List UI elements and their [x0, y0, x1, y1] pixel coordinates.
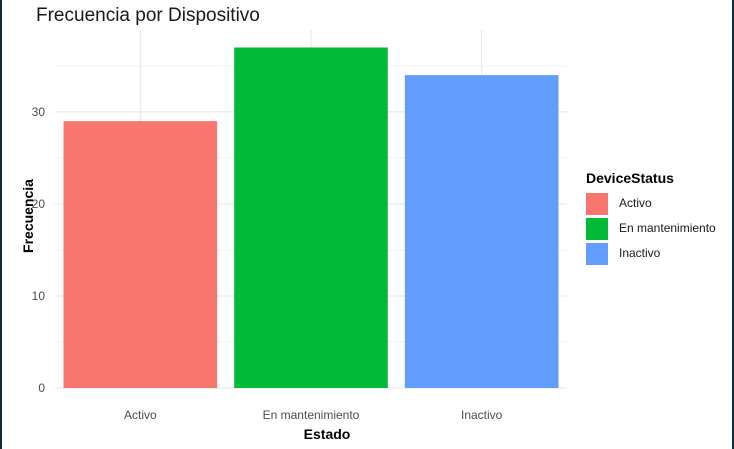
legend-swatch-activo: [586, 193, 608, 215]
x-tick-label: Inactivo: [461, 408, 503, 422]
y-tick-label: 0: [38, 381, 45, 395]
y-tick-label: 30: [32, 105, 46, 119]
bar-inactivo: [404, 75, 559, 388]
bar-activo: [63, 121, 218, 389]
legend-label-en-mantenimiento: En mantenimiento: [619, 221, 716, 235]
legend-label-inactivo: Inactivo: [619, 246, 661, 260]
x-tick-label: En mantenimiento: [263, 408, 360, 422]
legend-swatch-inactivo: [586, 243, 608, 265]
legend-title: DeviceStatus: [586, 170, 674, 186]
y-tick-label: 20: [32, 197, 46, 211]
chart-title: Frecuencia por Dispositivo: [36, 5, 260, 26]
x-tick-label: Activo: [124, 408, 157, 422]
bar-en-mantenimiento: [234, 47, 388, 388]
y-tick-label: 10: [32, 289, 46, 303]
legend-swatch-en-mantenimiento: [586, 218, 608, 240]
legend-label-activo: Activo: [619, 196, 652, 210]
x-axis-label: Estado: [303, 426, 351, 442]
